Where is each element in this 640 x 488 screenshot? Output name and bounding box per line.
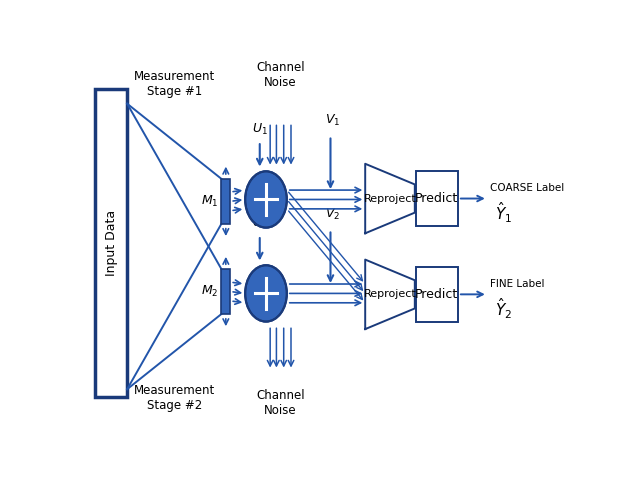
Text: Predict: Predict [415,288,458,301]
Text: FINE Label: FINE Label [490,279,545,289]
Text: $V_2$: $V_2$ [325,207,340,222]
Text: $V_1$: $V_1$ [325,113,340,128]
Bar [416,171,458,226]
Text: $\hat{Y}_1$: $\hat{Y}_1$ [495,200,513,225]
Text: Measurement
Stage #1: Measurement Stage #1 [134,70,215,98]
Text: COARSE Label: COARSE Label [490,183,564,193]
Ellipse shape [245,171,287,227]
Bar [221,179,230,224]
Text: Input Data: Input Data [104,210,118,276]
Text: $U_1$: $U_1$ [252,122,268,138]
Bar [416,267,458,322]
Polygon shape [365,260,415,329]
Text: Channel
Noise: Channel Noise [256,389,305,417]
Bar [221,269,230,314]
Text: $U_2$: $U_2$ [252,216,268,231]
Text: Reproject: Reproject [364,194,417,203]
Text: $M_1$: $M_1$ [202,194,219,209]
Text: Measurement
Stage #2: Measurement Stage #2 [134,384,215,412]
Text: Channel
Noise: Channel Noise [256,61,305,89]
Text: Reproject: Reproject [364,289,417,299]
Text: $\hat{Y}_2$: $\hat{Y}_2$ [495,296,512,321]
Text: Predict: Predict [415,192,458,205]
Ellipse shape [245,265,287,322]
Polygon shape [365,164,415,233]
Bar [95,89,127,397]
Text: $M_2$: $M_2$ [202,284,219,299]
